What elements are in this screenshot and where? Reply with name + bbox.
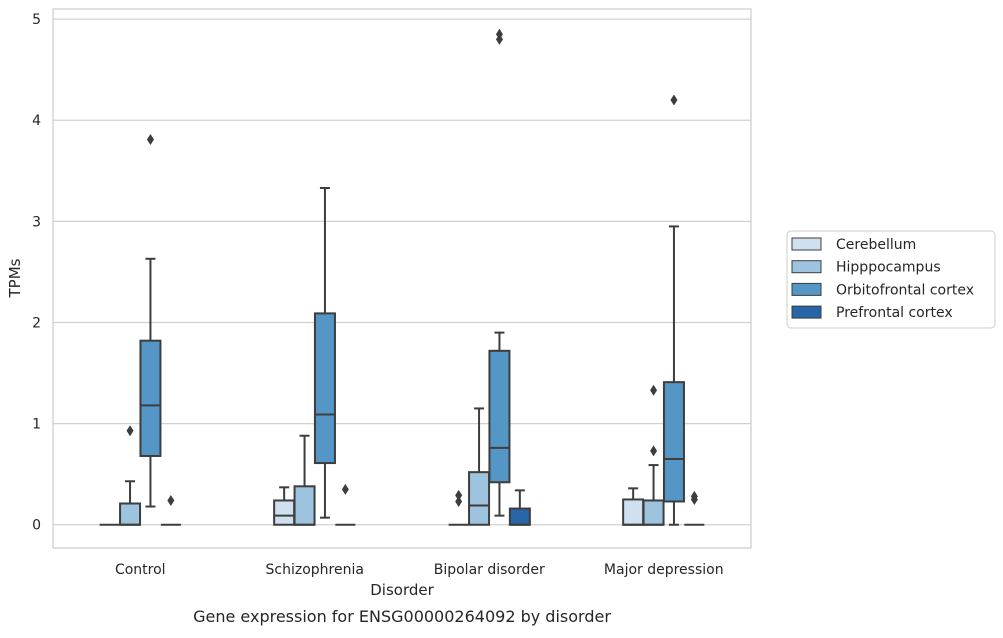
- box-group: [273, 486, 296, 526]
- chart-caption: Gene expression for ENSG00000264092 by d…: [193, 607, 611, 626]
- outlier-point: [167, 494, 175, 506]
- x-tick-label: Bipolar disorder: [434, 562, 545, 578]
- x-tick-label: Schizophrenia: [266, 562, 364, 578]
- box-group: [293, 434, 316, 526]
- y-tick-label: 5: [32, 12, 41, 28]
- y-tick-label: 3: [32, 214, 41, 230]
- y-tick-label: 2: [32, 315, 41, 331]
- box: [508, 507, 531, 526]
- legend-label: Hipppocampus: [836, 260, 941, 276]
- y-tick-label: 1: [32, 417, 41, 433]
- plot-frame: [52, 8, 752, 549]
- box: [313, 312, 336, 465]
- box: [293, 485, 316, 526]
- box: [662, 381, 685, 503]
- box-series: [99, 28, 705, 526]
- outlier-point: [341, 483, 349, 495]
- box-group: [119, 425, 142, 526]
- legend-label: Cerebellum: [836, 237, 916, 253]
- box: [622, 498, 645, 526]
- box: [273, 499, 296, 526]
- box: [119, 502, 142, 526]
- legend-swatch: [791, 305, 822, 319]
- box-group: [662, 94, 685, 526]
- outlier-point: [650, 384, 658, 396]
- y-axis-ticks: 0 1 2 3 4 5: [32, 12, 41, 534]
- box-group: [622, 487, 645, 526]
- box-group: [448, 489, 469, 526]
- legend-frame: [786, 230, 996, 329]
- y-tick-label: 0: [32, 518, 41, 534]
- box-group: [642, 384, 665, 526]
- outlier-point: [670, 94, 678, 106]
- legend-swatch: [791, 282, 822, 296]
- box-group: [335, 483, 356, 526]
- outlier-point: [455, 495, 463, 507]
- legend: Cerebellum Hipppocampus Orbitofrontal cort…: [786, 230, 996, 329]
- x-tick-label: Control: [115, 562, 166, 578]
- outlier-point: [126, 425, 134, 437]
- legend-label: Prefrontal cortex: [836, 305, 953, 321]
- box: [468, 471, 491, 526]
- legend-swatch: [791, 237, 822, 251]
- box-group: [139, 133, 162, 508]
- box: [139, 339, 162, 457]
- outlier-point: [690, 490, 698, 502]
- box-group: [160, 494, 181, 526]
- x-axis-ticks: Control Schizophrenia Bipolar disorder Majo…: [115, 562, 724, 578]
- outlier-point: [495, 28, 503, 40]
- outlier-point: [455, 489, 463, 501]
- legend-label: Orbitofrontal cortex: [836, 282, 974, 298]
- box-group: [508, 489, 531, 526]
- x-tick-label: Major depression: [604, 562, 724, 578]
- box: [488, 349, 511, 484]
- outlier-point: [146, 133, 154, 145]
- box-group: [313, 186, 336, 519]
- box-group: [488, 28, 511, 517]
- outlier-point: [650, 445, 658, 457]
- box: [642, 499, 665, 526]
- legend-swatch: [791, 260, 822, 274]
- y-tick-label: 4: [32, 113, 41, 129]
- box-group: [684, 490, 705, 526]
- x-axis-label: Disorder: [370, 581, 434, 599]
- box-group: [468, 407, 491, 526]
- y-axis-label: TPMs: [6, 258, 24, 298]
